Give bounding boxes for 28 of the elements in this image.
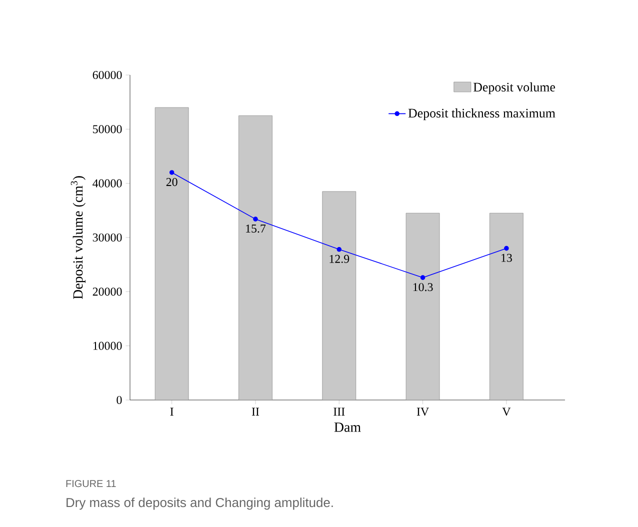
caption: FIGURE 11: [66, 480, 116, 488]
legend-label: Deposit volume: [473, 82, 556, 94]
y-tick-label: 50000: [93, 125, 122, 134]
y-tick-label: 0: [116, 396, 122, 404]
x-tick-label: IV: [416, 408, 429, 416]
point: [169, 170, 174, 175]
y-tick-label: 10000: [93, 342, 122, 350]
x-tick-label: I: [170, 408, 174, 416]
data-label: 12.9: [330, 254, 350, 264]
x-tick-label: V: [502, 408, 511, 416]
legend-label: Deposit thickness maximum: [408, 108, 556, 120]
point: [336, 247, 342, 252]
x-tick-label: II: [252, 408, 260, 416]
text: Dry mass of deposits and Changing amplitude.: [66, 498, 333, 510]
y-tick-label: 40000: [92, 179, 122, 188]
point: [420, 275, 426, 280]
point: [504, 246, 509, 251]
x-tick-label: III: [334, 408, 345, 416]
point: [253, 216, 258, 222]
y-tick-label: 20000: [92, 288, 122, 296]
data-label: 20: [166, 178, 178, 186]
x-axis-title: Dam: [334, 422, 361, 432]
data-label: 15.7: [246, 224, 266, 233]
data-label: 13: [502, 254, 512, 262]
y-axis-title: Deposit volume (cm$^{3}$): [70, 176, 86, 300]
y-tick-label: 60000: [92, 70, 122, 80]
y-tick-label: 30000: [92, 233, 122, 242]
data-label: 10.3: [413, 283, 433, 292]
